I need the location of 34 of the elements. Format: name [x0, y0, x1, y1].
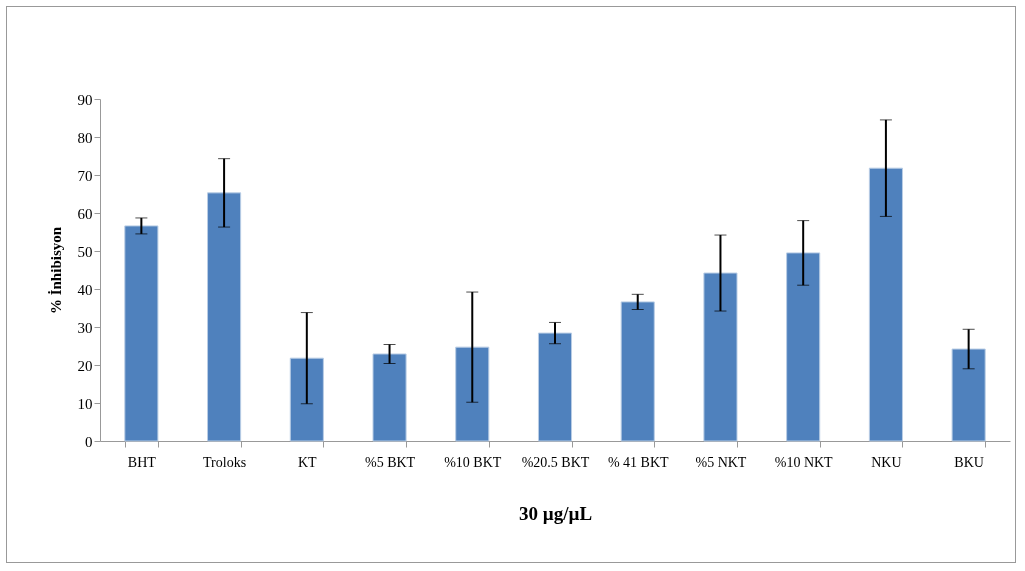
x-tick-label: %5 NKT [695, 454, 747, 470]
y-tick-label: 20 [77, 357, 93, 374]
x-tick-label: NKU [871, 454, 902, 470]
y-tick-label: 0 [85, 433, 93, 450]
bar [537, 332, 573, 442]
x-tick-label: BHT [127, 454, 157, 470]
x-tick-label: BKU [954, 454, 984, 470]
x-tick-label: %10 NKT [774, 454, 834, 470]
x-tick-label: Troloks [203, 454, 247, 470]
y-tick-label: 80 [77, 129, 93, 146]
x-tick-label: KT [297, 454, 318, 470]
y-tick-label: 90 [77, 91, 93, 108]
y-axis-title: % İnhibisyon [47, 226, 64, 315]
x-tick-label: %20.5 BKT [521, 454, 590, 470]
bar [703, 272, 738, 442]
y-tick-label: 40 [77, 281, 93, 298]
bar [372, 353, 407, 442]
y-tick-label: 30 [77, 319, 93, 336]
y-tick-label: 70 [77, 167, 93, 184]
y-tick-label: 50 [77, 243, 93, 260]
y-tick-label: 60 [77, 205, 93, 222]
x-axis-title: 30 µg/µL [518, 502, 593, 524]
bar [620, 301, 655, 442]
bar [786, 252, 821, 442]
x-tick-label: %5 BKT [364, 454, 416, 470]
bar [455, 346, 490, 442]
bar [207, 192, 242, 442]
y-tick-label: 10 [77, 395, 93, 412]
x-tick-label: %10 BKT [444, 454, 502, 470]
bar [124, 225, 159, 442]
bar [289, 357, 324, 442]
bar [951, 348, 986, 442]
x-tick-label: % 41 BKT [607, 454, 669, 470]
bar [868, 167, 903, 442]
